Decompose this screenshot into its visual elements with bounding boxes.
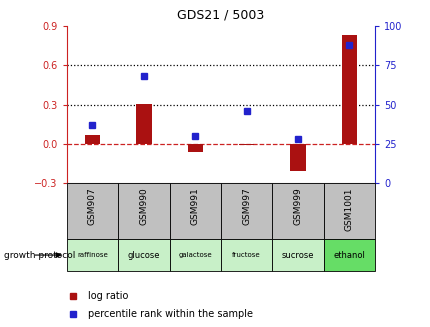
Bar xyxy=(238,144,254,145)
Bar xyxy=(323,239,374,271)
Text: GDS21 / 5003: GDS21 / 5003 xyxy=(177,8,264,21)
Text: log ratio: log ratio xyxy=(88,291,129,301)
Bar xyxy=(85,135,100,144)
Bar xyxy=(118,183,169,239)
Bar xyxy=(323,183,374,239)
Text: GSM990: GSM990 xyxy=(139,188,148,225)
Text: GSM997: GSM997 xyxy=(242,188,251,225)
Bar xyxy=(221,183,272,239)
Text: percentile rank within the sample: percentile rank within the sample xyxy=(88,309,253,319)
Bar xyxy=(67,239,118,271)
Bar xyxy=(289,144,305,171)
Text: GSM907: GSM907 xyxy=(88,188,97,225)
Text: GSM991: GSM991 xyxy=(190,188,199,225)
Bar xyxy=(187,144,203,152)
Text: raffinose: raffinose xyxy=(77,252,108,258)
Bar xyxy=(169,239,221,271)
Bar xyxy=(118,239,169,271)
Text: GSM1001: GSM1001 xyxy=(344,188,353,231)
Bar xyxy=(169,183,221,239)
Text: growth protocol: growth protocol xyxy=(4,250,76,260)
Bar xyxy=(341,35,356,144)
Bar xyxy=(67,183,118,239)
Text: galactose: galactose xyxy=(178,252,212,258)
Text: sucrose: sucrose xyxy=(281,250,313,260)
Text: ethanol: ethanol xyxy=(332,250,364,260)
Text: glucose: glucose xyxy=(127,250,160,260)
Text: GSM999: GSM999 xyxy=(293,188,302,225)
Bar xyxy=(221,239,272,271)
Bar xyxy=(136,104,151,144)
Bar xyxy=(272,183,323,239)
Text: fructose: fructose xyxy=(232,252,260,258)
Bar xyxy=(272,239,323,271)
